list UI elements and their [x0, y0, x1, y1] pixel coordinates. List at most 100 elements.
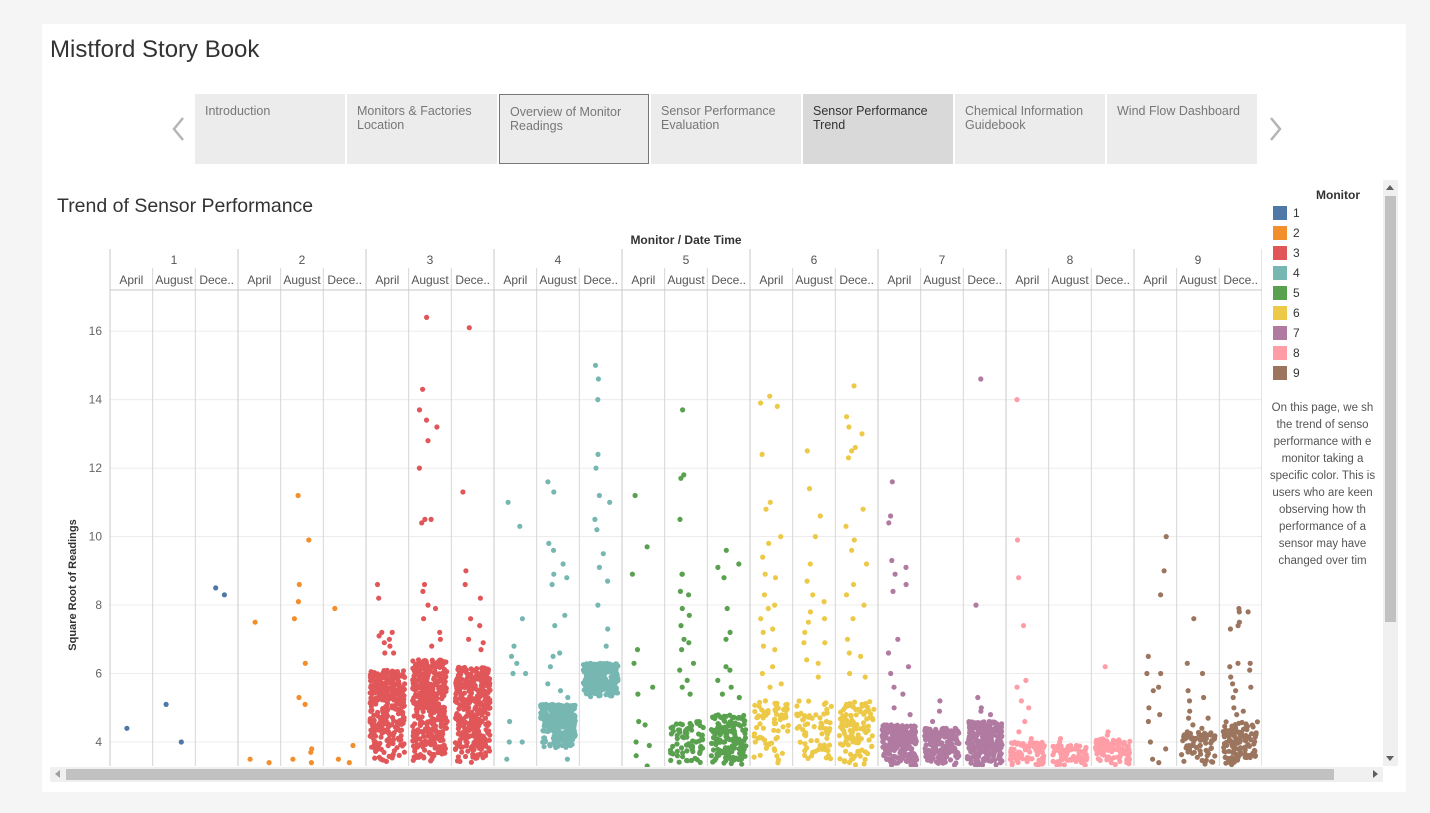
tab-sensor-performance-trend[interactable]: Sensor Performance Trend — [803, 94, 953, 164]
scroll-up-icon[interactable] — [1386, 185, 1394, 190]
data-point — [459, 749, 465, 755]
data-point — [592, 516, 598, 523]
monitor-header: 8 — [1067, 253, 1074, 267]
data-point — [383, 720, 389, 727]
data-point — [511, 643, 517, 649]
data-point — [809, 715, 815, 721]
legend-item[interactable]: 5 — [1273, 286, 1300, 300]
data-point — [821, 701, 828, 708]
data-point — [773, 736, 779, 742]
data-point — [908, 730, 914, 737]
vertical-scrollbar[interactable] — [1383, 180, 1398, 766]
legend-item[interactable]: 8 — [1273, 346, 1300, 360]
data-point — [804, 657, 810, 663]
legend-item[interactable]: 9 — [1273, 366, 1300, 380]
data-point — [486, 737, 492, 743]
data-point — [1093, 744, 1099, 751]
data-point — [900, 745, 906, 751]
data-point — [441, 693, 447, 699]
data-point — [690, 660, 697, 666]
scroll-down-icon[interactable] — [1386, 756, 1394, 761]
tab-wind-flow-dashboard[interactable]: Wind Flow Dashboard — [1107, 94, 1257, 164]
data-point — [855, 732, 861, 738]
legend-item[interactable]: 7 — [1273, 326, 1300, 340]
data-point — [1083, 745, 1089, 751]
data-point — [296, 694, 302, 701]
vertical-scroll-thumb[interactable] — [1385, 196, 1396, 622]
data-point — [735, 740, 741, 746]
data-point — [843, 748, 849, 754]
legend-item[interactable]: 4 — [1273, 266, 1300, 280]
data-point — [900, 691, 906, 697]
data-point — [476, 720, 482, 726]
data-point — [774, 403, 780, 409]
data-point — [853, 712, 859, 718]
data-point — [546, 716, 552, 722]
data-point — [861, 602, 867, 608]
data-point — [302, 701, 308, 708]
data-point — [549, 581, 555, 588]
tab-monitors-factories-location[interactable]: Monitors & Factories Location — [347, 94, 497, 164]
data-point — [954, 728, 960, 734]
tab-chemical-information-guidebook[interactable]: Chemical Information Guidebook — [955, 94, 1105, 164]
data-point — [797, 739, 803, 745]
tab-introduction[interactable]: Introduction — [195, 94, 345, 164]
data-point — [374, 671, 381, 677]
data-point — [428, 712, 434, 719]
chevron-right-icon[interactable] — [1264, 112, 1286, 146]
data-point — [410, 676, 417, 682]
data-point — [1095, 749, 1101, 755]
scroll-left-icon[interactable] — [55, 770, 60, 778]
data-point — [595, 376, 602, 382]
data-point — [849, 547, 855, 553]
horizontal-scroll-thumb[interactable] — [66, 769, 1334, 780]
data-point — [899, 755, 906, 761]
data-point — [1111, 741, 1117, 747]
data-point — [585, 675, 591, 681]
data-point — [1095, 756, 1101, 762]
data-point — [473, 673, 479, 679]
chevron-left-icon[interactable] — [168, 112, 190, 146]
data-point — [1241, 733, 1247, 739]
data-point — [564, 575, 570, 581]
data-point — [1242, 751, 1248, 757]
data-point — [928, 752, 934, 758]
data-point — [372, 744, 378, 750]
data-point — [1084, 755, 1090, 761]
data-point — [478, 678, 485, 685]
data-point — [1071, 746, 1077, 752]
data-point — [912, 735, 918, 741]
legend-item[interactable]: 6 — [1273, 306, 1300, 320]
data-point — [402, 681, 408, 687]
data-point — [302, 660, 308, 666]
data-point — [593, 465, 599, 471]
data-point — [1234, 712, 1240, 718]
data-point — [739, 761, 745, 767]
legend-item[interactable]: 1 — [1273, 206, 1300, 220]
data-point — [416, 673, 422, 680]
data-point — [380, 708, 386, 714]
data-point — [394, 745, 400, 751]
data-point — [676, 759, 682, 765]
data-point — [889, 479, 895, 485]
tab-overview-of-monitor-readings[interactable]: Overview of Monitor Readings — [499, 94, 649, 164]
data-point — [1236, 731, 1243, 737]
data-point — [687, 691, 693, 697]
data-point — [486, 700, 492, 706]
data-point — [424, 675, 430, 682]
data-point — [846, 424, 852, 430]
horizontal-scrollbar[interactable] — [50, 767, 1383, 782]
data-point — [850, 581, 857, 588]
data-point — [1145, 718, 1151, 725]
data-point — [944, 742, 951, 749]
data-point — [551, 729, 558, 735]
data-point — [1184, 729, 1190, 735]
data-point — [802, 741, 808, 747]
data-point — [596, 492, 603, 499]
legend-item[interactable]: 2 — [1273, 226, 1300, 240]
data-point — [979, 762, 986, 768]
tab-sensor-performance-evaluation[interactable]: Sensor Performance Evaluation — [651, 94, 801, 164]
scroll-right-icon[interactable] — [1373, 770, 1378, 778]
data-point — [346, 760, 352, 766]
legend-item[interactable]: 3 — [1273, 246, 1300, 260]
